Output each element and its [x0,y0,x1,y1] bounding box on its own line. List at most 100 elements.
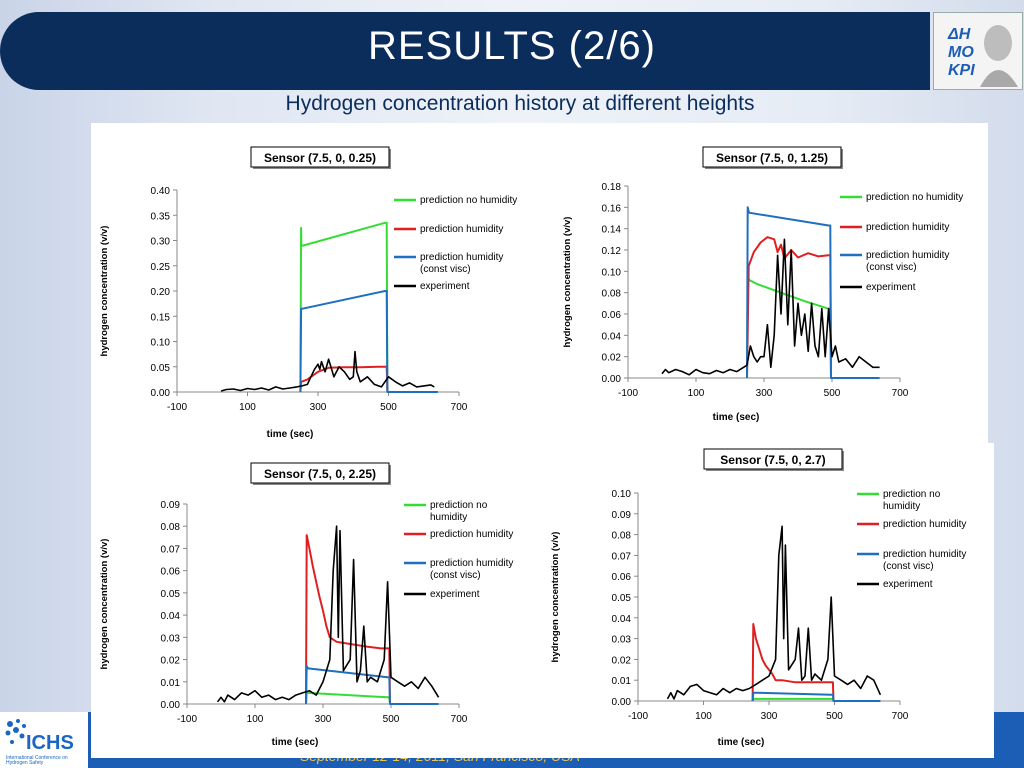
legend-label: (const visc) [883,561,934,572]
x-axis-label: time (sec) [272,737,319,748]
series-line-prediction-humidity [751,623,835,702]
x-tick-label: 700 [451,714,468,725]
legend-label: experiment [883,579,933,590]
y-tick-label: 0.16 [602,203,622,214]
y-tick-label: 0.04 [161,611,181,622]
y-tick-label: 0.25 [151,262,171,273]
legend-label: prediction humidity [883,519,966,530]
title-box [250,462,390,484]
page-subtitle: Hydrogen concentration history at differ… [285,92,755,115]
legend-label: prediction humidity [866,250,949,261]
x-tick-label: 500 [824,388,841,399]
ichs-logo-text: ICHS [26,732,74,754]
y-tick-label: 0.09 [161,500,181,511]
title-box [703,448,843,470]
y-tick-label: 0.15 [151,312,171,323]
y-tick-label: 0.08 [602,289,622,300]
legend-label: prediction no [883,489,941,500]
series-line-experiment [220,350,435,392]
y-axis-label: hydrogen concentration (v/v) [562,217,573,348]
series-line-prediction-humidity [305,534,391,705]
legend-label: (const visc) [430,570,481,581]
y-tick-label: 0.06 [612,572,632,583]
svg-text:ΜΟ: ΜΟ [948,44,974,61]
legend-label: prediction humidity [420,252,503,263]
legend-label: (const visc) [866,262,917,273]
legend-label: humidity [883,501,920,512]
chart-title: Sensor (7.5, 0, 2.25) [264,467,376,481]
svg-text:ΔΗ: ΔΗ [947,26,971,43]
svg-text:ΚΡΙ: ΚΡΙ [948,62,975,79]
y-tick-label: 0.00 [602,374,622,385]
y-tick-label: 0.12 [602,246,622,257]
series-line-prediction-humidity-const-visc- [299,290,438,393]
y-tick-label: 0.05 [612,593,632,604]
y-tick-label: 0.40 [151,186,171,197]
y-tick-label: 0.00 [612,697,632,708]
x-tick-label: 300 [756,388,773,399]
x-tick-label: 700 [892,388,909,399]
series-line-experiment [666,525,882,700]
y-tick-label: 0.00 [161,700,181,711]
chart-panel-2: Sensor (7.5, 0, 1.25) 0.00 0.02 0.04 0.06 0.0… [548,123,988,443]
x-tick-label: 100 [688,388,705,399]
x-tick-label: -100 [628,711,648,722]
y-tick-label: 0.09 [612,510,632,521]
y-tick-label: 0.07 [612,551,632,562]
ichs-logo-subtext: International Conference on Hydrogen Saf… [6,755,68,766]
chart-title: Sensor (7.5, 0, 0.25) [264,151,376,165]
series-line-prediction-humidity-const-visc- [751,691,881,702]
series-line-prediction-humidity-const-visc- [305,665,439,705]
x-axis-label: time (sec) [718,737,765,748]
ichs-logo [0,712,88,768]
legend-label: experiment [866,282,916,293]
chart-title: Sensor (7.5, 0, 1.25) [716,151,828,165]
chart-sensor-1-25: Sensor (7.5, 0, 1.25) 0.00 0.02 0.04 0.06 0.0… [562,146,963,423]
y-tick-label: 0.01 [161,678,181,689]
y-tick-label: 0.04 [602,331,622,342]
x-tick-label: 300 [761,711,778,722]
y-tick-label: 0.04 [612,614,632,625]
y-tick-label: 0.10 [151,338,171,349]
series-line-experiment [661,238,880,376]
chart-panel-3: Sensor (7.5, 0, 2.25) 0.00 0.01 0.02 0.03 0.0… [91,443,548,758]
x-tick-label: 300 [315,714,332,725]
y-tick-label: 0.06 [602,310,622,321]
x-tick-label: -100 [618,388,638,399]
y-tick-label: 0.08 [612,531,632,542]
y-tick-label: 0.10 [602,267,622,278]
y-tick-label: 0.35 [151,211,171,222]
legend-label: experiment [430,589,480,600]
x-tick-label: 100 [239,402,256,413]
legend-label: (const visc) [420,264,471,275]
legend-label: experiment [420,281,470,292]
x-tick-label: 700 [451,402,468,413]
y-tick-label: 0.05 [151,363,171,374]
y-tick-label: 0.02 [612,655,632,666]
chart-sensor-2-7: Sensor (7.5, 0, 2.7) 0.00 0.01 0.02 0.03 0.04… [550,448,966,748]
y-axis-label: hydrogen concentration (v/v) [99,539,110,670]
y-tick-label: 0.20 [151,287,171,298]
series-line-prediction-no-humidity [299,221,389,393]
legend-label: prediction no humidity [866,192,963,203]
title-box [250,146,390,168]
series-line-prediction-humidity [299,365,389,393]
chart-title: Sensor (7.5, 0, 2.7) [720,453,825,467]
y-tick-label: 0.02 [161,656,181,667]
x-axis-label: time (sec) [267,429,314,440]
y-tick-label: 0.08 [161,522,181,533]
y-tick-label: 0.05 [161,589,181,600]
chart-panel-1: Sensor (7.5, 0, 0.25) 0.00 0.05 0.10 0.15 0.2… [91,123,548,443]
series-line-prediction-no-humidity [305,691,391,705]
y-tick-label: 0.03 [161,633,181,644]
y-tick-label: 0.02 [602,353,622,364]
x-tick-label: -100 [167,402,187,413]
legend-label: prediction humidity [866,222,949,233]
legend-label: prediction humidity [883,549,966,560]
x-tick-label: 500 [826,711,843,722]
legend-label: prediction no humidity [420,195,517,206]
y-tick-label: 0.00 [151,388,171,399]
series-line-experiment [216,525,440,703]
chart-panel-4: Sensor (7.5, 0, 2.7) 0.00 0.01 0.02 0.03 0.04… [548,443,994,758]
chart-sensor-0-25: Sensor (7.5, 0, 0.25) 0.00 0.05 0.10 0.15 0.2… [99,146,517,440]
